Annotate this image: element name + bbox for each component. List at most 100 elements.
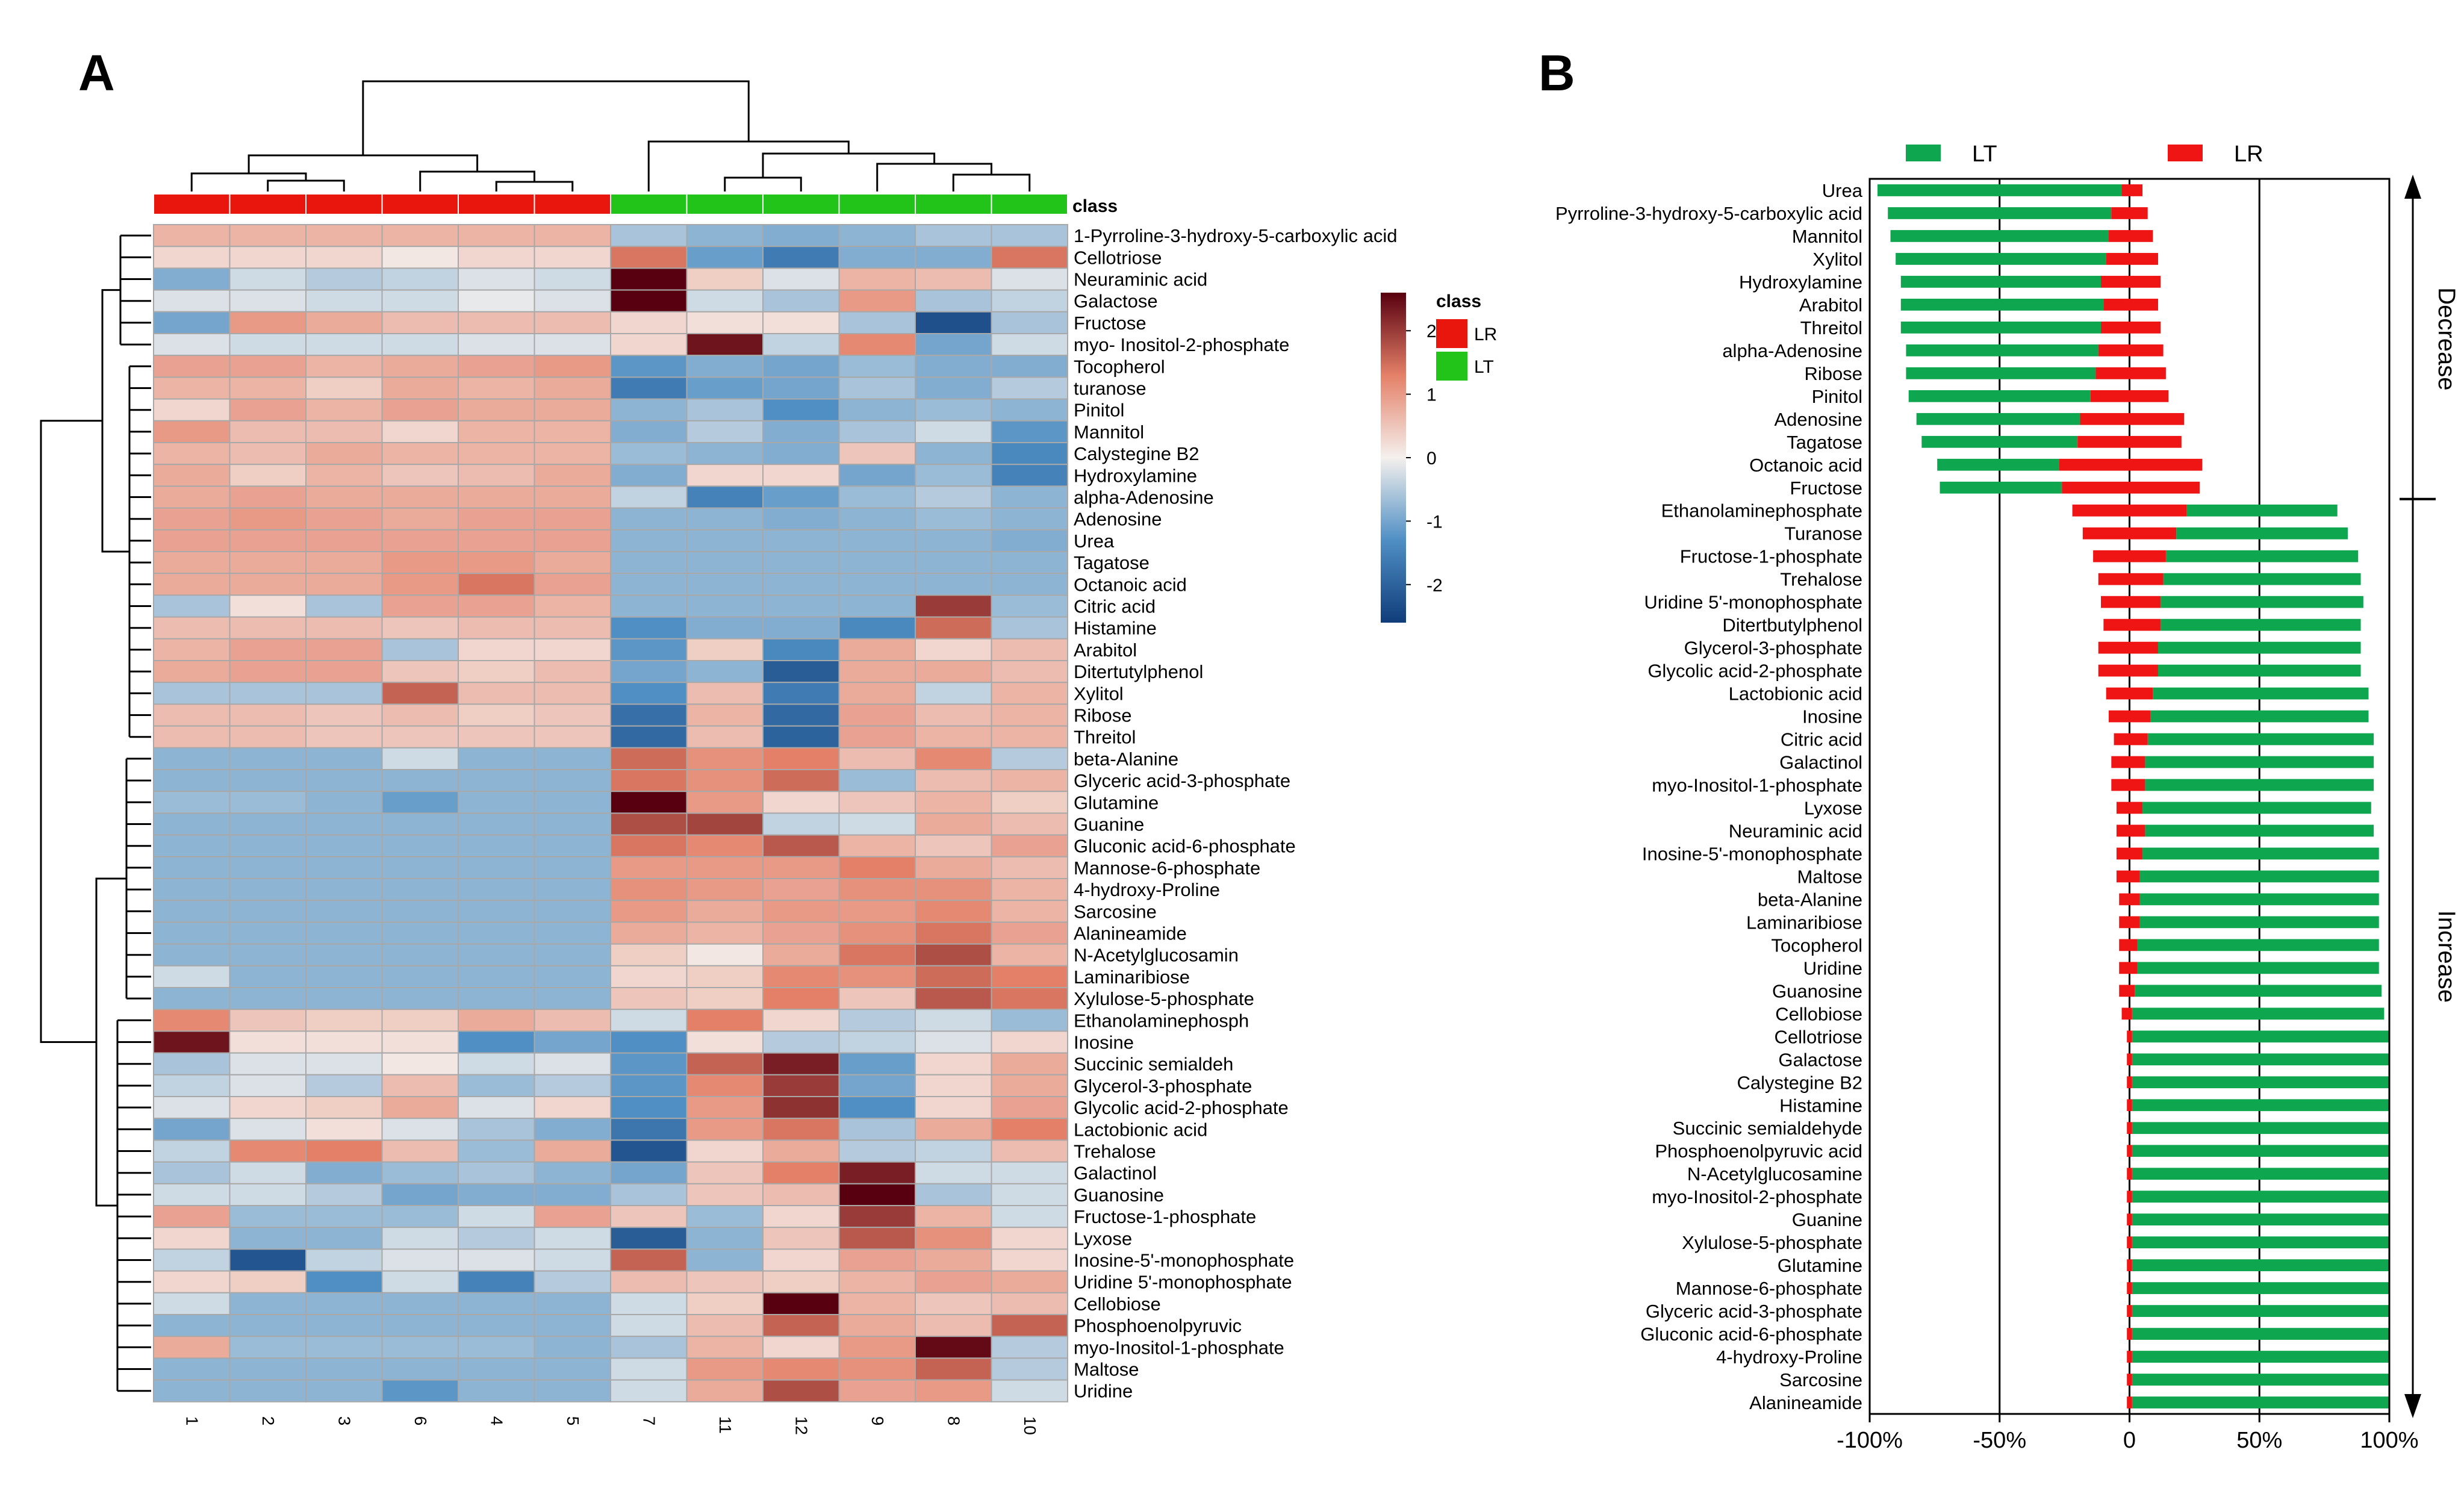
heatmap-cell xyxy=(915,703,992,727)
heatmap-row-label: myo-Inositol-1-phosphate xyxy=(1074,1337,1284,1358)
heatmap-cell xyxy=(915,551,992,574)
heatmap-cell xyxy=(305,987,383,1010)
heatmap-row-label: Octanoic acid xyxy=(1074,574,1187,595)
heatmap-cell xyxy=(991,703,1068,727)
heatmap-cell xyxy=(838,769,916,792)
heatmap-row-label: Ethanolaminephosph xyxy=(1074,1010,1249,1031)
heatmap-cell xyxy=(915,1314,992,1337)
heatmap-cell xyxy=(686,376,764,400)
heatmap-cell xyxy=(686,1183,764,1207)
bar-lr xyxy=(2116,802,2143,814)
heatmap-cell xyxy=(153,616,231,640)
heatmap-cell xyxy=(838,551,916,574)
heatmap-cell xyxy=(686,812,764,836)
heatmap-cell xyxy=(534,703,611,727)
heatmap-cell xyxy=(381,333,459,356)
heatmap-cell xyxy=(305,616,383,640)
heatmap-cell xyxy=(686,551,764,574)
heatmap-row-label: 1-Pyrroline-3-hydroxy-5-carboxylic acid xyxy=(1074,225,1398,246)
heatmap-cell xyxy=(991,660,1068,683)
heatmap-cell xyxy=(153,1379,231,1402)
heatmap-cell xyxy=(381,1292,459,1316)
heatmap-cell xyxy=(838,594,916,618)
heatmap-row-label: Uridine 5'-monophosphate xyxy=(1074,1272,1292,1293)
heatmap-cell xyxy=(915,1379,992,1402)
heatmap-cell xyxy=(153,420,231,443)
heatmap-cell xyxy=(762,594,840,618)
heatmap-cell xyxy=(229,224,306,247)
bar-lr xyxy=(2127,1122,2132,1135)
bar-lr xyxy=(2127,1168,2132,1180)
group-arrow-down xyxy=(2404,1394,2421,1418)
bar-category-label: Calystegine B2 xyxy=(1737,1072,1862,1093)
heatmap-cell xyxy=(153,987,231,1010)
heatmap-cell xyxy=(381,1357,459,1381)
heatmap-cell xyxy=(305,1009,383,1032)
class-bar-cell xyxy=(991,193,1068,215)
heatmap-cell xyxy=(458,267,535,291)
heatmap-cell xyxy=(229,1030,306,1054)
bar-lt xyxy=(2176,527,2348,540)
heatmap-cell xyxy=(458,769,535,792)
heatmap-cell xyxy=(534,834,611,858)
heatmap-cell xyxy=(762,355,840,378)
heatmap-cell xyxy=(838,464,916,487)
heatmap-cell xyxy=(534,464,611,487)
heatmap-cell xyxy=(458,878,535,901)
heatmap-cell xyxy=(838,812,916,836)
heatmap-cell xyxy=(610,812,688,836)
heatmap-cell xyxy=(915,1009,992,1032)
heatmap-cell xyxy=(838,1292,916,1316)
heatmap-cell xyxy=(305,900,383,923)
heatmap-row-label: Mannose-6-phosphate xyxy=(1074,858,1260,879)
heatmap-cell xyxy=(534,594,611,618)
heatmap-cell xyxy=(610,1183,688,1207)
bar-lt xyxy=(2158,641,2361,654)
heatmap-cell xyxy=(838,224,916,247)
heatmap-cell xyxy=(458,333,535,356)
heatmap-cell xyxy=(915,1270,992,1293)
heatmap-cell xyxy=(381,376,459,400)
heatmap-cell xyxy=(305,573,383,596)
heatmap-cell xyxy=(610,333,688,356)
heatmap-cell xyxy=(229,420,306,443)
bar-lr xyxy=(2106,687,2153,700)
bar-lr xyxy=(2121,184,2143,196)
heatmap-cell xyxy=(991,1314,1068,1337)
heatmap-cell xyxy=(305,464,383,487)
heatmap-cell xyxy=(229,289,306,313)
heatmap-cell xyxy=(458,1118,535,1141)
heatmap-cell xyxy=(762,1096,840,1119)
group-label-decrease: Decrease xyxy=(2433,287,2460,390)
heatmap-cell xyxy=(381,878,459,901)
heatmap-cell xyxy=(915,638,992,662)
heatmap-cell xyxy=(915,965,992,989)
bar-lt xyxy=(2132,1328,2389,1340)
heatmap-cell xyxy=(381,1052,459,1075)
heatmap-row-label: Inosine-5'-monophosphate xyxy=(1074,1250,1294,1271)
heatmap-cell xyxy=(153,1248,231,1272)
heatmap-cell xyxy=(229,725,306,749)
bar-lt xyxy=(1940,481,2062,494)
heatmap-cell xyxy=(458,638,535,662)
heatmap-cell xyxy=(153,442,231,465)
heatmap-cell xyxy=(991,616,1068,640)
bar-lt xyxy=(2132,1030,2389,1043)
heatmap-row-label: Lyxose xyxy=(1074,1228,1132,1249)
bar-lt xyxy=(2153,687,2369,700)
heatmap-cell xyxy=(458,464,535,487)
heatmap-cell xyxy=(762,834,840,858)
heatmap-cell xyxy=(534,638,611,662)
heatmap-cell xyxy=(991,791,1068,814)
bar-category-label: Fructose xyxy=(1790,478,1862,499)
bar-lt xyxy=(1906,344,2098,356)
heatmap-cell xyxy=(458,987,535,1010)
heatmap-cell xyxy=(458,594,535,618)
heatmap-cell xyxy=(610,856,688,880)
heatmap-cell xyxy=(381,398,459,422)
bar-lt xyxy=(1908,390,2091,402)
heatmap-cell xyxy=(229,834,306,858)
heatmap-col-label: 3 xyxy=(335,1416,353,1426)
heatmap-cell xyxy=(534,551,611,574)
heatmap-cell xyxy=(153,1052,231,1075)
